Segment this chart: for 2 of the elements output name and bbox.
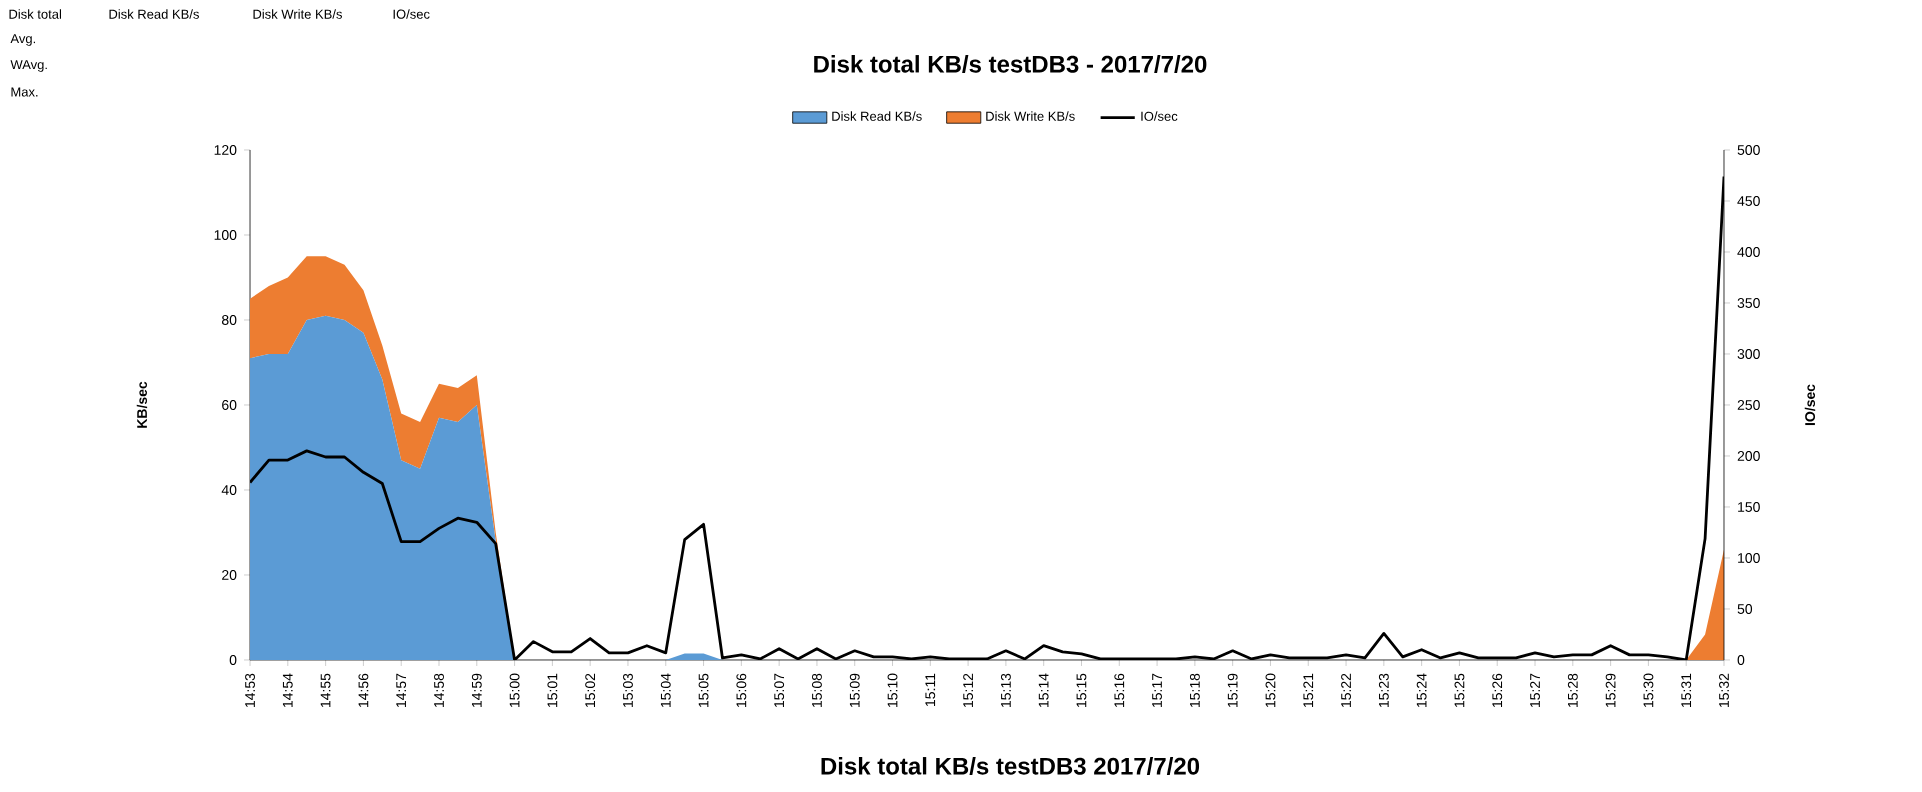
text: Disk total KB/s testDB3 2017/7/20 — [821, 757, 1200, 775]
chart-title: Disk total KB/s testDB3 - 2017/7/20 — [814, 55, 1207, 73]
